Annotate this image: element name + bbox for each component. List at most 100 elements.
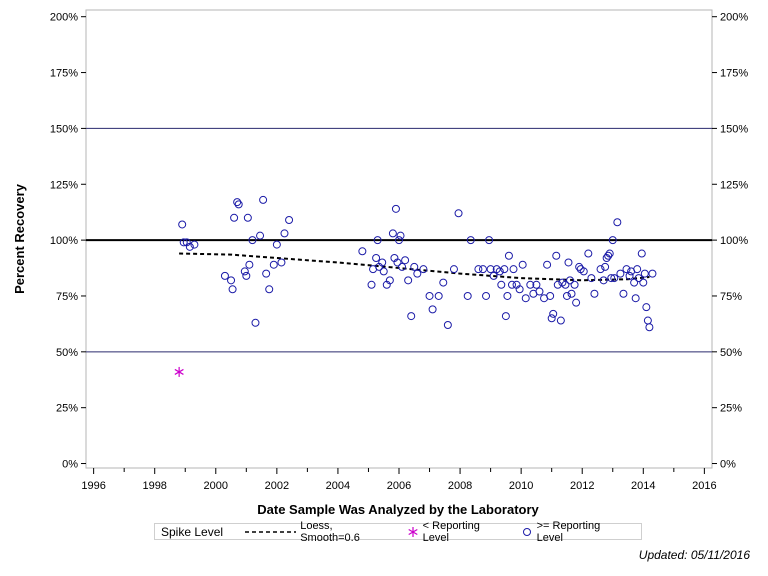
data-point [575,262,584,271]
legend: Spike Level Loess, Smooth=0.6 < Reportin… [154,520,642,544]
data-point [561,280,570,289]
data-point [599,276,608,285]
data-point [509,265,518,274]
data-point [449,265,458,274]
y-tick-label-left: 50% [56,347,78,359]
data-point [601,262,610,271]
star-marker-icon [408,526,418,537]
legend-title: Spike Level [161,524,224,539]
data-point [584,249,593,258]
data-point [610,274,619,283]
data-point [570,280,579,289]
data-point [265,285,274,294]
x-tick-label: 2004 [326,480,350,492]
y-tick-label-left: 100% [50,235,78,247]
data-point [631,294,640,303]
data-point [532,280,541,289]
reference-lines [86,127,712,353]
data-point [613,218,622,227]
y-tick-label-left: 0% [62,459,78,471]
data-point [643,316,652,325]
y-tick-label-right: 50% [720,347,742,359]
data-point [587,274,596,283]
data-point [564,258,573,267]
y-axis-left: 0% 25% 50% 75% 100% 125% 150% 175% 200% [50,12,86,471]
data-point [552,251,561,260]
y-tick-label-left: 150% [50,123,78,135]
data-point [648,269,657,278]
data-point [503,291,512,300]
dashed-line-icon [244,530,297,533]
data-point [622,265,631,274]
data-point [227,276,236,285]
data-point [504,251,513,260]
data-point [547,314,556,323]
data-point [419,265,428,274]
x-tick-label: 2002 [265,480,289,492]
x-axis-title: Date Sample Was Analyzed by the Laborato… [257,502,539,517]
data-point [497,280,506,289]
data-point [466,236,475,245]
legend-label-above: >= Reporting Level [536,519,601,544]
data-point [388,229,397,238]
data-point [404,276,413,285]
data-point [521,294,530,303]
data-point [486,265,495,274]
data-point [262,269,271,278]
data-point [634,274,643,283]
data-point [605,249,614,258]
data-point [367,280,376,289]
data-point [240,267,249,276]
data-point [553,280,562,289]
data-point [425,291,434,300]
data-point [272,240,281,249]
data-point [401,256,410,265]
data-point [379,267,388,276]
data-point [633,265,642,274]
data-point [230,213,239,222]
y-tick-label-right: 100% [720,235,748,247]
y-tick-label-right: 25% [720,403,742,415]
y-tick-label-left: 125% [50,179,78,191]
x-tick-label: 2000 [204,480,228,492]
data-point [277,258,286,267]
data-point [428,305,437,314]
data-point [566,276,575,285]
data-point [228,285,237,294]
data-point [393,258,402,267]
data-point [556,316,565,325]
data-point [590,289,599,298]
data-point [248,236,257,245]
data-point [482,291,491,300]
x-tick-label: 2010 [509,480,533,492]
x-tick-label: 1996 [81,480,105,492]
data-point [572,298,581,307]
data-point [604,251,613,260]
x-tick-label: 2016 [692,480,716,492]
data-point [373,236,382,245]
data-point [234,200,243,209]
data-point [454,209,463,218]
data-point [378,258,387,267]
data-point [391,204,400,213]
data-point [518,260,527,269]
data-point [243,213,252,222]
y-axis-right: 0% 25% 50% 75% 100% 125% 150% 175% 200% [712,12,748,471]
y-tick-label-right: 200% [720,12,748,24]
data-point [562,291,571,300]
y-tick-label-right: 125% [720,179,748,191]
y-tick-label-left: 175% [50,68,78,80]
legend-label-loess: Loess, Smooth=0.6 [300,519,360,544]
data-point [395,236,403,245]
data-point [233,198,242,207]
x-axis: 1996 1998 2000 2002 2004 2006 2008 2010 2012 2014… [81,468,717,492]
y-axis-title: Percent Recovery [12,183,27,294]
data-point [259,195,268,204]
data-point [242,271,251,280]
data-point [549,309,558,318]
data-point [413,269,422,278]
star-point [174,366,184,377]
data-point [639,278,648,287]
data-point [358,247,367,256]
data-point [443,321,452,330]
